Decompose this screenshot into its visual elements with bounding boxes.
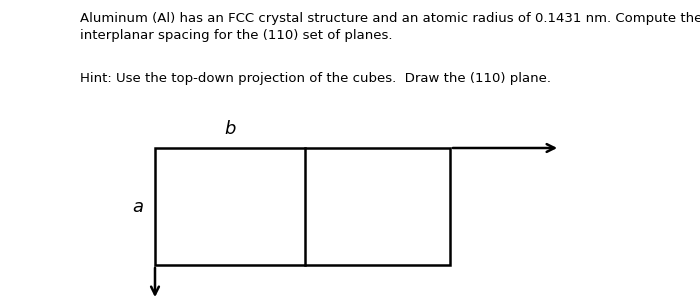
Text: Hint: Use the top-down projection of the cubes.  Draw the (110) plane.: Hint: Use the top-down projection of the… <box>80 72 551 85</box>
Bar <box>155 148 450 265</box>
Text: a: a <box>132 198 144 216</box>
Text: Aluminum (Al) has an FCC crystal structure and an atomic radius of 0.1431 nm. Co: Aluminum (Al) has an FCC crystal structu… <box>80 12 700 42</box>
Text: b: b <box>224 120 236 138</box>
